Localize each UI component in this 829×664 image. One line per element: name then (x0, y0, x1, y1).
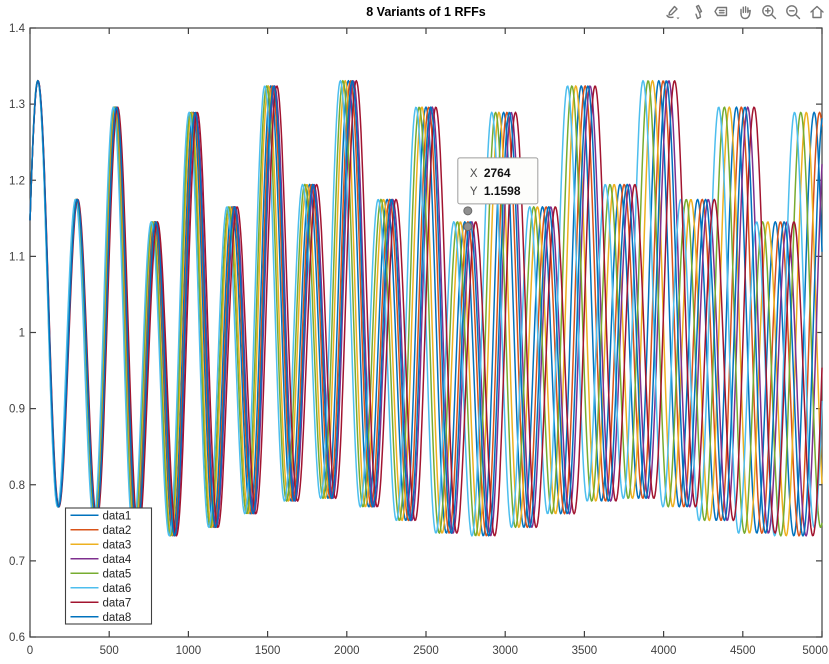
datatip-marker-secondary[interactable] (463, 222, 473, 232)
axes[interactable]: 0 500 1000 1500 2000 2500 3000 3500 4000 4500 5000… (9, 23, 828, 657)
series-data7[interactable] (29, 79, 823, 537)
export-icon (665, 5, 679, 19)
pan-icon (739, 5, 751, 19)
legend[interactable]: data1 data2 data3 data4 data5 data6 data7 data8 (64, 507, 153, 625)
y-tick-label: 1.2 (9, 175, 25, 187)
legend-label-data6: data6 (103, 583, 132, 595)
datatip-x-value: 2764 (484, 166, 511, 180)
pan-button[interactable] (734, 1, 755, 22)
restore-view-button[interactable] (806, 1, 827, 22)
legend-box[interactable] (64, 507, 153, 625)
x-tick-label: 1000 (176, 645, 202, 657)
zoom-in-icon (761, 4, 776, 19)
legend-label-data5: data5 (103, 568, 132, 580)
series-data1[interactable] (29, 79, 823, 537)
y-tick-label: 1.1 (9, 251, 25, 263)
datatips-button[interactable] (710, 1, 731, 22)
legend-label-data8: data8 (103, 612, 132, 624)
brush-button[interactable] (686, 1, 707, 22)
legend-label-data4: data4 (103, 554, 132, 566)
y-tick-label: 0.6 (9, 632, 25, 644)
export-button[interactable] (662, 1, 683, 22)
legend-label-data7: data7 (103, 597, 132, 609)
series-data5[interactable] (29, 79, 823, 537)
zoom-out-button[interactable] (782, 1, 803, 22)
brush-icon (694, 4, 702, 19)
axes-toolbar (662, 1, 827, 22)
x-tick-label: 2000 (334, 645, 360, 657)
datatip: X 2764 Y 1.1598 (457, 157, 539, 232)
y-tick-label: 0.7 (9, 556, 25, 568)
y-tick-label: 0.9 (9, 404, 25, 416)
datatip-x-label: X (470, 168, 478, 180)
x-tick-label: 0 (27, 645, 33, 657)
datatip-icon (713, 6, 727, 16)
zoom-out-icon (785, 4, 800, 19)
y-tick-label: 1.3 (9, 99, 25, 111)
datatip-y-value: 1.1598 (484, 184, 521, 198)
zoom-in-button[interactable] (758, 1, 779, 22)
datatip-box[interactable] (457, 157, 539, 205)
x-tick-label: 2500 (413, 645, 439, 657)
y-tick-label: 1.4 (9, 23, 26, 35)
series-layer (29, 79, 823, 537)
x-tick-label: 500 (100, 645, 119, 657)
chart-title: 8 Variants of 1 RFFs (366, 5, 486, 19)
y-tick-label: 0.8 (9, 480, 25, 492)
datatip-y-label: Y (470, 186, 478, 198)
x-tick-label: 3000 (492, 645, 518, 657)
datatip-marker[interactable] (463, 206, 473, 216)
y-tick-label: 1 (19, 328, 25, 340)
x-tick-label: 5000 (802, 645, 828, 657)
legend-label-data1: data1 (103, 510, 132, 522)
x-tick-label: 3500 (572, 645, 598, 657)
x-tick-label: 4500 (730, 645, 756, 657)
x-tick-label: 4000 (651, 645, 677, 657)
x-tick-label: 1500 (255, 645, 281, 657)
series-data8[interactable] (29, 79, 823, 537)
home-icon (809, 5, 824, 18)
legend-label-data2: data2 (103, 525, 132, 537)
legend-label-data3: data3 (103, 539, 132, 551)
